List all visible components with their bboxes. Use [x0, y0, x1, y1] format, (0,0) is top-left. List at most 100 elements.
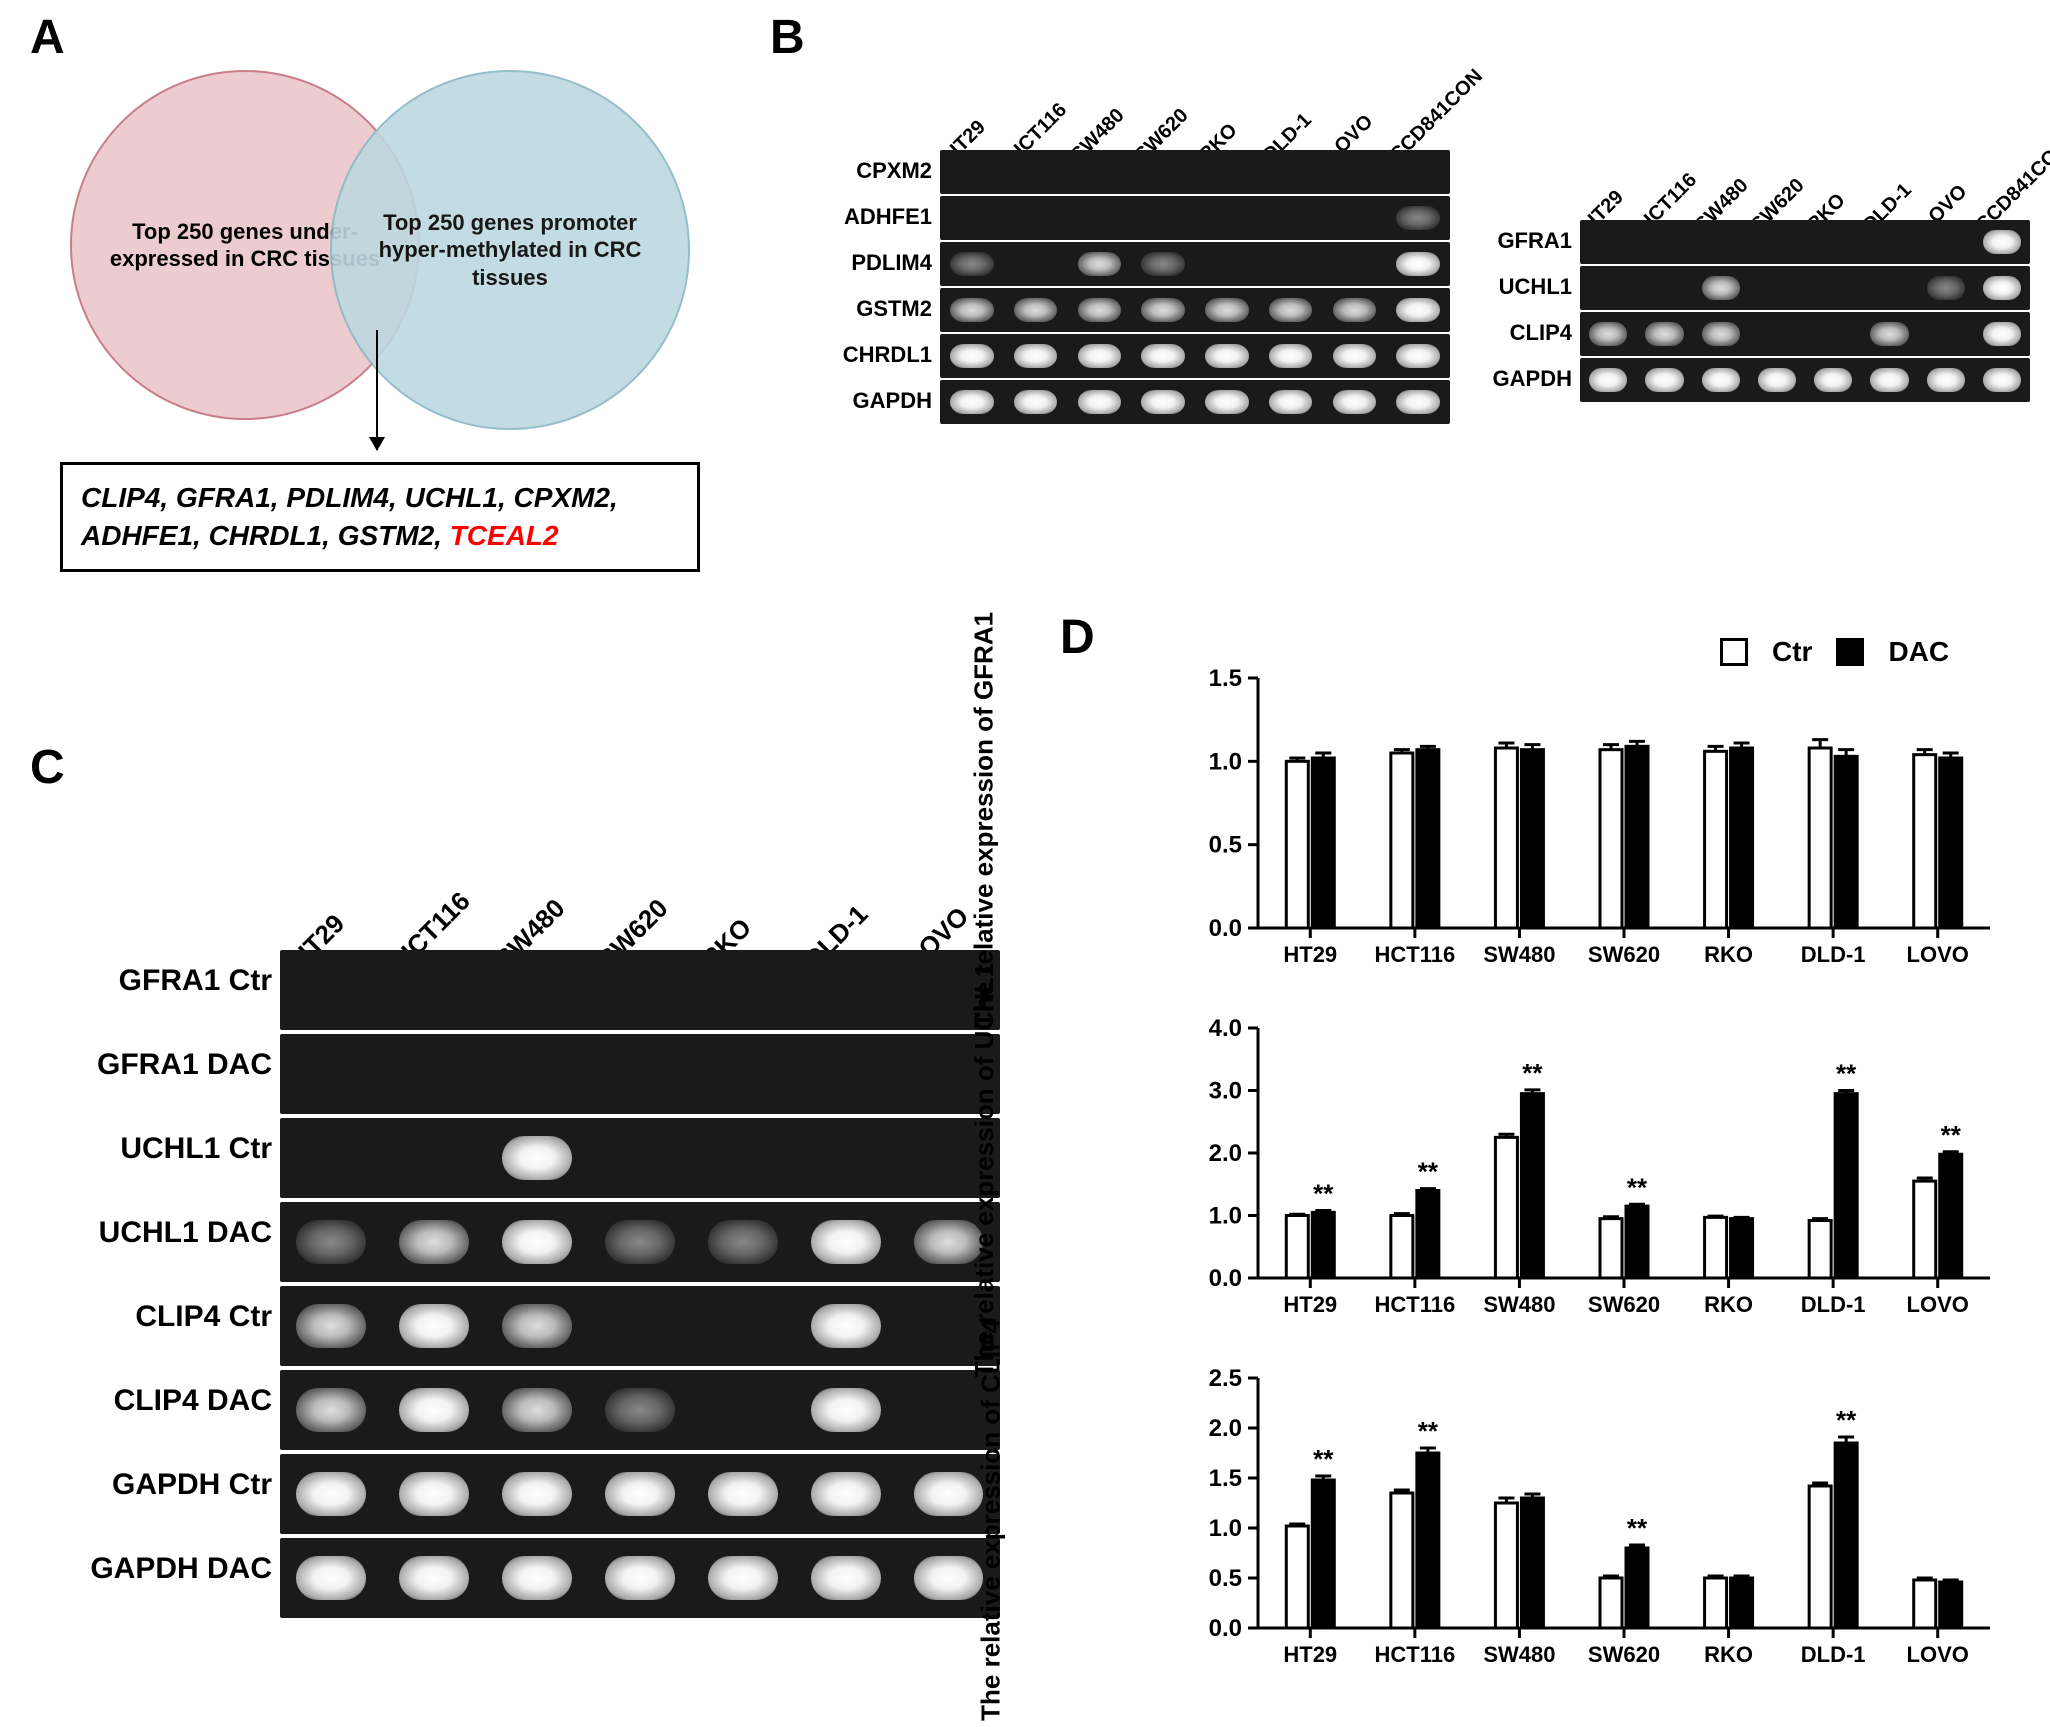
gel-band — [1205, 252, 1248, 277]
svg-text:SW620: SW620 — [1588, 1292, 1660, 1317]
ylabel-uchl1: The relative expression of UCHL1 — [969, 963, 1000, 1378]
gel-band — [708, 1472, 778, 1517]
svg-text:LOVO: LOVO — [1907, 1642, 1969, 1667]
gel-band — [1983, 368, 2021, 393]
gel-row-label: GSTM2 — [830, 296, 932, 322]
gel-band — [605, 1220, 675, 1265]
gel-row-label: GAPDH — [830, 388, 932, 414]
bar — [1495, 1137, 1517, 1278]
bar — [1914, 1181, 1936, 1278]
bar — [1521, 1094, 1543, 1278]
gel-band — [399, 1556, 469, 1601]
gel-row — [940, 380, 1450, 424]
gel-band — [502, 1136, 572, 1181]
svg-text:RKO: RKO — [1704, 1642, 1753, 1667]
gel-band — [1078, 206, 1121, 231]
gel-band — [296, 1472, 366, 1517]
gel-band — [1589, 276, 1627, 301]
gel-band — [605, 1556, 675, 1601]
svg-text:3.0: 3.0 — [1209, 1078, 1242, 1105]
svg-text:HT29: HT29 — [1283, 942, 1337, 967]
gel-band — [1758, 276, 1796, 301]
svg-text:2.0: 2.0 — [1209, 1140, 1242, 1167]
panel-label-a: A — [30, 10, 65, 65]
svg-text:0.5: 0.5 — [1209, 832, 1242, 859]
bar-chart-gfra1: The relative expression of GFRA1 0.00.51… — [1200, 660, 2000, 980]
bar — [1626, 1548, 1648, 1628]
bar — [1835, 756, 1857, 928]
gel-row — [280, 1538, 1000, 1618]
sig-marker: ** — [1418, 1157, 1439, 1187]
bar — [1705, 1217, 1727, 1278]
gel-band — [1205, 298, 1248, 323]
gel-row — [280, 950, 1000, 1030]
gel-band — [950, 298, 993, 323]
gel-band — [1269, 298, 1312, 323]
svg-text:HCT116: HCT116 — [1374, 942, 1455, 967]
gel-row-label: CHRDL1 — [830, 342, 932, 368]
gel-row-label: GAPDH DAC — [60, 1552, 272, 1586]
bar — [1731, 1578, 1753, 1628]
gel-band — [1269, 160, 1312, 185]
gel-row-label: GAPDH Ctr — [60, 1468, 272, 1502]
gel-band — [502, 1304, 572, 1349]
bar — [1391, 1493, 1413, 1628]
gel-band — [1396, 206, 1439, 231]
bar — [1312, 1480, 1334, 1628]
svg-text:4.0: 4.0 — [1209, 1015, 1242, 1042]
gel-band — [1645, 230, 1683, 255]
bar — [1809, 1486, 1831, 1628]
gel-band — [1758, 230, 1796, 255]
gel-band — [811, 1136, 881, 1181]
svg-text:1.5: 1.5 — [1209, 665, 1242, 692]
gel-band — [1702, 230, 1740, 255]
sig-marker: ** — [1313, 1179, 1334, 1209]
gel-band — [1814, 230, 1852, 255]
gel-row — [940, 288, 1450, 332]
svg-text:HT29: HT29 — [1283, 1292, 1337, 1317]
gel-band — [1141, 390, 1184, 415]
gel-band — [1983, 276, 2021, 301]
gel-band — [950, 344, 993, 369]
bar — [1731, 1219, 1753, 1278]
gel-band — [1333, 252, 1376, 277]
bar — [1417, 1191, 1439, 1279]
gel-row — [280, 1286, 1000, 1366]
gel-band — [1396, 390, 1439, 415]
gel-band — [1141, 252, 1184, 277]
bar — [1626, 746, 1648, 928]
chart-svg: 0.00.51.01.5HT29HCT116SW480SW620RKODLD-1… — [1200, 660, 2000, 980]
gel-band — [708, 1052, 778, 1097]
svg-text:RKO: RKO — [1704, 942, 1753, 967]
bar — [1600, 1219, 1622, 1278]
gel-band — [399, 1136, 469, 1181]
gel-band — [399, 1388, 469, 1433]
gel-band — [605, 1052, 675, 1097]
gel-row — [1580, 220, 2030, 264]
gel-band — [708, 1388, 778, 1433]
figure-root: A B C D Top 250 genes under-expressed in… — [0, 0, 2050, 1727]
gel-band — [1141, 298, 1184, 323]
gel-band — [811, 1556, 881, 1601]
gel-band — [605, 1304, 675, 1349]
gel-band — [811, 1220, 881, 1265]
bar — [1940, 758, 1962, 928]
gel-band — [811, 1472, 881, 1517]
gel-band — [1589, 322, 1627, 347]
svg-text:SW480: SW480 — [1483, 1292, 1555, 1317]
bar — [1600, 750, 1622, 928]
gel-band — [1645, 276, 1683, 301]
gel-row — [940, 242, 1450, 286]
gel-band — [1870, 322, 1908, 347]
sig-marker: ** — [1418, 1416, 1439, 1446]
svg-text:0.0: 0.0 — [1209, 1615, 1242, 1642]
gel-band — [296, 1304, 366, 1349]
gel-row — [280, 1202, 1000, 1282]
gel-band — [1014, 298, 1057, 323]
gel-band — [1814, 322, 1852, 347]
gel-band — [708, 1556, 778, 1601]
gel-band — [1014, 206, 1057, 231]
gel-band — [296, 1556, 366, 1601]
gel-band — [399, 1052, 469, 1097]
gel-band — [296, 1220, 366, 1265]
